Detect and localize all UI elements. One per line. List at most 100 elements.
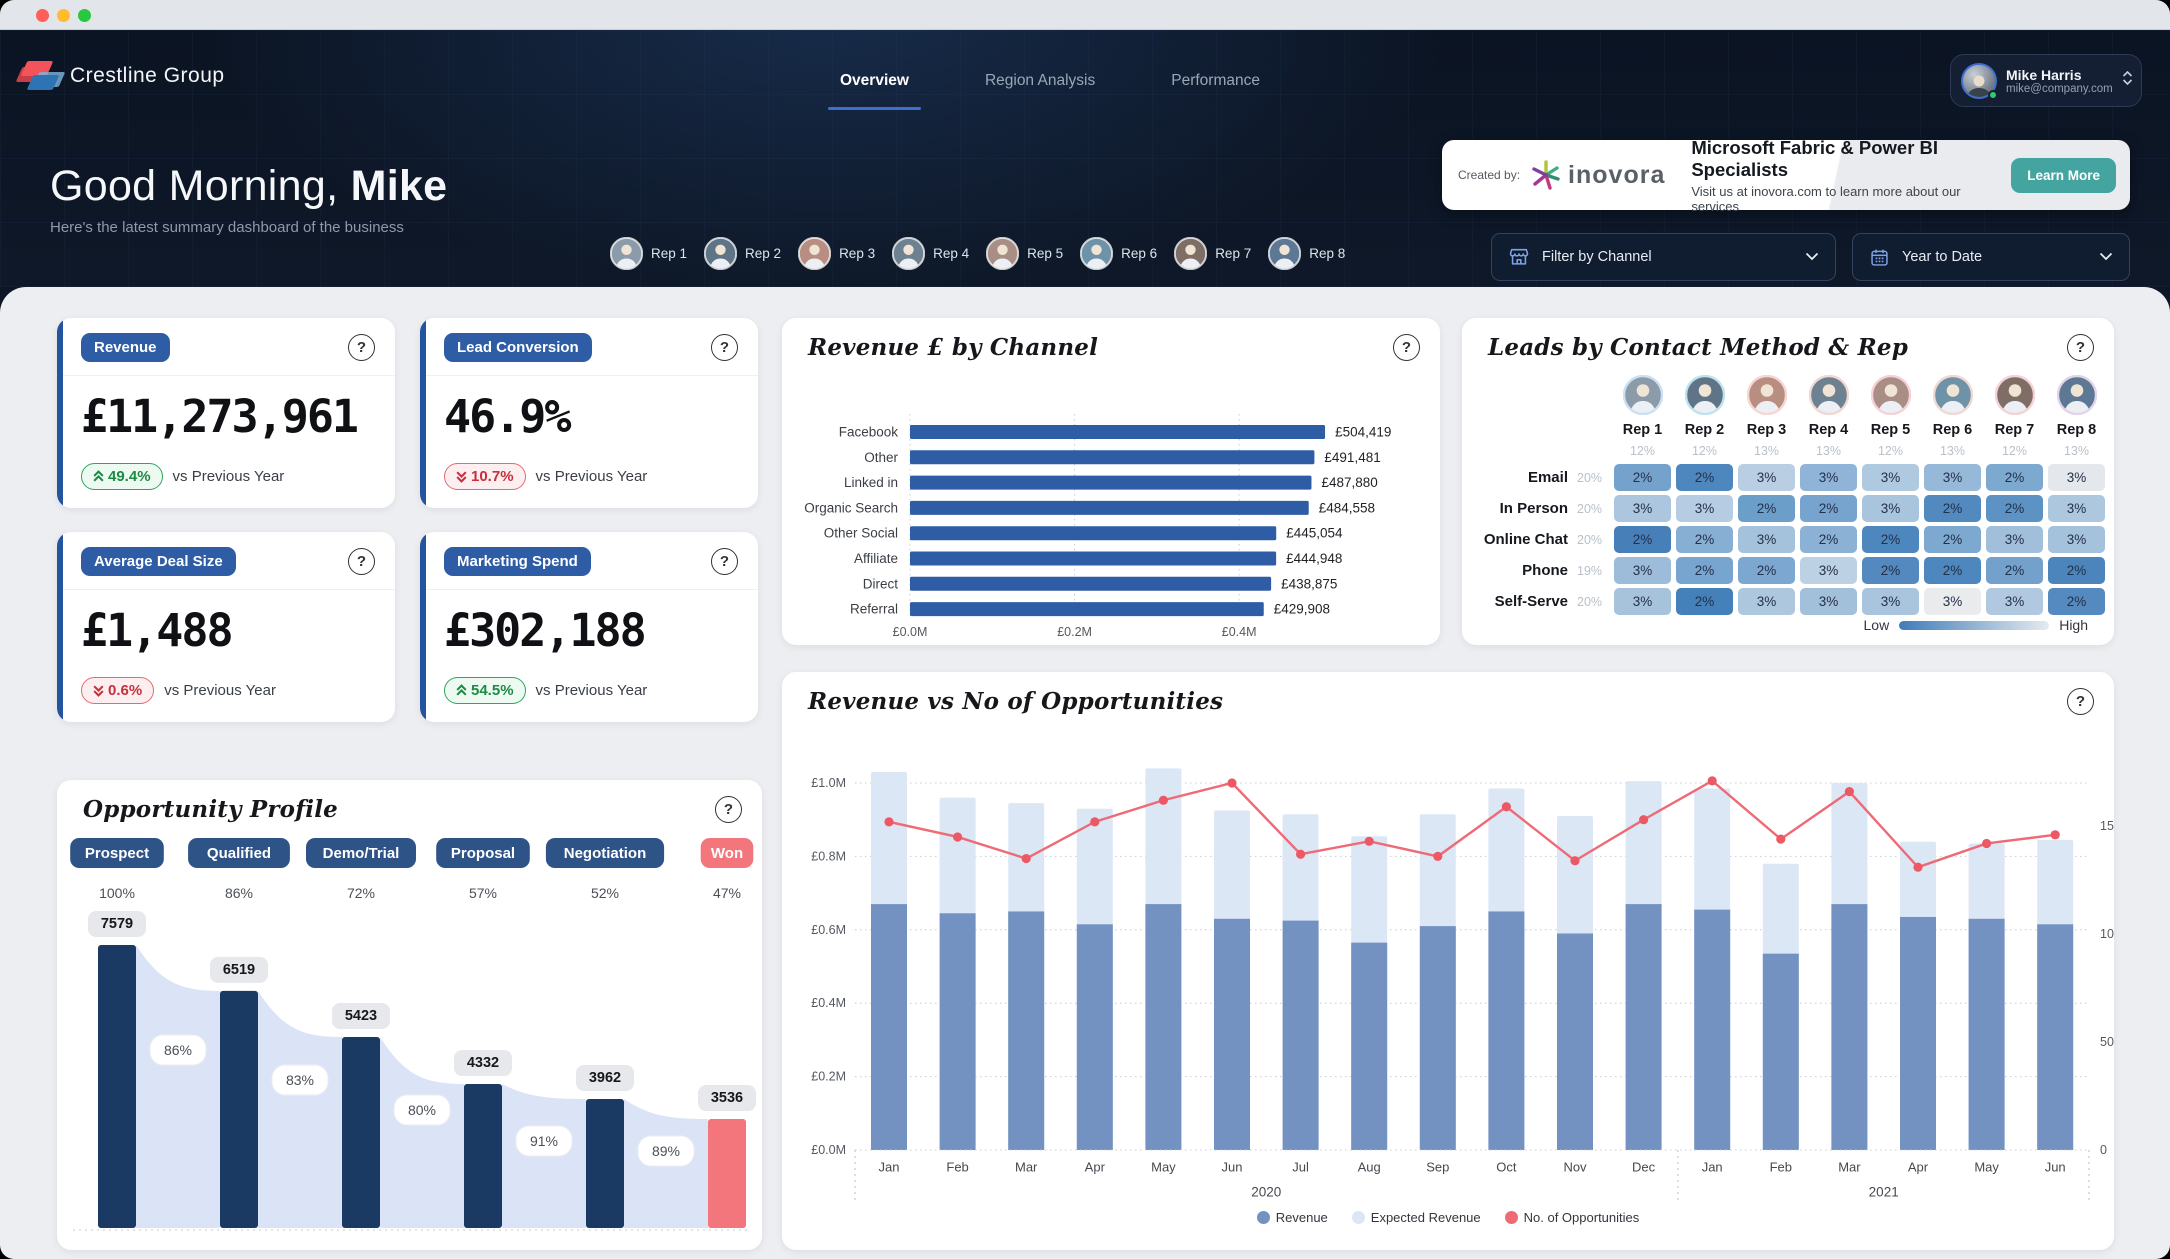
heatmap-cell[interactable]: 3%	[1862, 588, 1919, 615]
line-marker-opportunities[interactable]	[1639, 815, 1649, 825]
learn-more-button[interactable]: Learn More	[2011, 157, 2116, 193]
line-marker-opportunities[interactable]	[1570, 856, 1580, 866]
line-marker-opportunities[interactable]	[1982, 838, 1992, 849]
heatmap-cell[interactable]: 2%	[1676, 526, 1733, 553]
combo-bar-revenue[interactable]	[1145, 904, 1182, 1150]
heatmap-cell[interactable]: 3%	[1738, 464, 1795, 491]
heatmap-cell[interactable]: 3%	[1862, 495, 1919, 522]
legend-item[interactable]: No. of Opportunities	[1504, 1210, 1639, 1225]
filter-by-channel-dropdown[interactable]: Filter by Channel	[1491, 233, 1836, 281]
combo-bar-revenue[interactable]	[1557, 933, 1593, 1150]
rep-filter-7[interactable]: Rep 7	[1174, 237, 1251, 270]
tab-performance[interactable]: Performance	[1171, 72, 1260, 89]
help-icon[interactable]: ?	[711, 334, 738, 361]
heatmap-cell[interactable]: 2%	[2048, 588, 2105, 615]
funnel-bar-proposal[interactable]	[464, 1083, 502, 1228]
bar-direct[interactable]	[910, 576, 1272, 591]
combo-bar-revenue[interactable]	[1900, 916, 1936, 1150]
heatmap-cell[interactable]: 3%	[1800, 557, 1857, 584]
rep-avatar-1[interactable]	[1614, 372, 1671, 418]
heatmap-cell[interactable]: 3%	[1862, 464, 1919, 491]
funnel-bar-demo-trial[interactable]	[342, 1036, 380, 1228]
heatmap-cell[interactable]: 3%	[1924, 588, 1981, 615]
heatmap-cell[interactable]: 3%	[2048, 495, 2105, 522]
help-icon[interactable]: ?	[2067, 688, 2094, 715]
heatmap-cell[interactable]: 3%	[2048, 526, 2105, 553]
heatmap-cell[interactable]: 2%	[2048, 557, 2105, 584]
combo-bar-revenue[interactable]	[1351, 942, 1388, 1150]
line-marker-opportunities[interactable]	[1364, 836, 1374, 846]
bar-linked-in[interactable]	[910, 475, 1312, 490]
combo-bar-revenue[interactable]	[2037, 924, 2074, 1150]
legend-item[interactable]: Revenue	[1256, 1210, 1328, 1225]
combo-bar-revenue[interactable]	[1076, 924, 1113, 1150]
heatmap-cell[interactable]: 2%	[1924, 526, 1981, 553]
close-window-button[interactable]	[36, 9, 49, 22]
combo-bar-revenue[interactable]	[1282, 920, 1319, 1150]
rep-filter-8[interactable]: Rep 8	[1268, 237, 1345, 270]
rep-avatar-7[interactable]	[1986, 372, 2043, 418]
bar-referral[interactable]	[910, 602, 1264, 617]
rep-avatar-6[interactable]	[1924, 372, 1981, 418]
date-range-dropdown[interactable]: Year to Date	[1852, 233, 2130, 281]
heatmap-cell[interactable]: 2%	[1986, 557, 2043, 584]
combo-bar-revenue[interactable]	[1625, 904, 1662, 1150]
line-marker-opportunities[interactable]	[1296, 849, 1306, 859]
minimize-window-button[interactable]	[57, 9, 70, 22]
line-marker-opportunities[interactable]	[1913, 862, 1923, 872]
user-menu[interactable]: Mike Harris mike@company.com	[1950, 54, 2142, 107]
combo-bar-revenue[interactable]	[1762, 953, 1799, 1150]
bar-organic-search[interactable]	[910, 500, 1309, 515]
line-marker-opportunities[interactable]	[2050, 830, 2060, 840]
heatmap-cell[interactable]: 2%	[1614, 464, 1671, 491]
rep-filter-6[interactable]: Rep 6	[1080, 237, 1157, 270]
tab-overview[interactable]: Overview	[828, 72, 921, 110]
heatmap-cell[interactable]: 2%	[1986, 495, 2043, 522]
bar-other-social[interactable]	[910, 526, 1277, 541]
heatmap-cell[interactable]: 2%	[1986, 464, 2043, 491]
funnel-bar-prospect[interactable]	[98, 945, 136, 1228]
line-marker-opportunities[interactable]	[1707, 776, 1717, 786]
heatmap-cell[interactable]: 3%	[1676, 495, 1733, 522]
rep-avatar-3[interactable]	[1738, 372, 1795, 418]
heatmap-cell[interactable]: 2%	[1676, 588, 1733, 615]
combo-bar-revenue[interactable]	[1488, 911, 1525, 1150]
heatmap-cell[interactable]: 3%	[1614, 557, 1671, 584]
heatmap-cell[interactable]: 2%	[1800, 495, 1857, 522]
combo-bar-revenue[interactable]	[1419, 926, 1456, 1150]
help-icon[interactable]: ?	[711, 548, 738, 575]
line-marker-opportunities[interactable]	[1501, 802, 1511, 812]
rep-filter-4[interactable]: Rep 4	[892, 237, 969, 270]
heatmap-cell[interactable]: 2%	[1800, 526, 1857, 553]
tab-region-analysis[interactable]: Region Analysis	[984, 72, 1096, 89]
help-icon[interactable]: ?	[348, 548, 375, 575]
heatmap-cell[interactable]: 3%	[1986, 588, 2043, 615]
combo-bar-revenue[interactable]	[871, 904, 907, 1150]
heatmap-cell[interactable]: 3%	[1986, 526, 2043, 553]
help-icon[interactable]: ?	[715, 796, 742, 823]
line-marker-opportunities[interactable]	[1433, 851, 1443, 861]
legend-item[interactable]: Expected Revenue	[1351, 1210, 1481, 1225]
heatmap-cell[interactable]: 3%	[1924, 464, 1981, 491]
heatmap-cell[interactable]: 3%	[2048, 464, 2105, 491]
bar-facebook[interactable]	[910, 425, 1326, 439]
combo-bar-revenue[interactable]	[1831, 904, 1868, 1150]
heatmap-cell[interactable]: 3%	[1738, 526, 1795, 553]
line-marker-opportunities[interactable]	[953, 832, 963, 842]
heatmap-cell[interactable]: 2%	[1924, 557, 1981, 584]
line-marker-opportunities[interactable]	[1090, 817, 1100, 827]
line-marker-opportunities[interactable]	[884, 817, 894, 827]
rep-avatar-2[interactable]	[1676, 372, 1733, 418]
maximize-window-button[interactable]	[78, 9, 91, 22]
bar-other[interactable]	[910, 450, 1315, 465]
rep-filter-1[interactable]: Rep 1	[610, 237, 687, 270]
rep-avatar-4[interactable]	[1800, 372, 1857, 418]
line-marker-opportunities[interactable]	[1844, 787, 1854, 797]
combo-bar-revenue[interactable]	[1008, 911, 1045, 1150]
rep-avatar-8[interactable]	[2048, 372, 2105, 418]
help-icon[interactable]: ?	[2067, 334, 2094, 361]
combo-bar-revenue[interactable]	[939, 913, 976, 1150]
heatmap-cell[interactable]: 3%	[1800, 588, 1857, 615]
heatmap-cell[interactable]: 3%	[1800, 464, 1857, 491]
combo-bar-revenue[interactable]	[1214, 918, 1250, 1150]
